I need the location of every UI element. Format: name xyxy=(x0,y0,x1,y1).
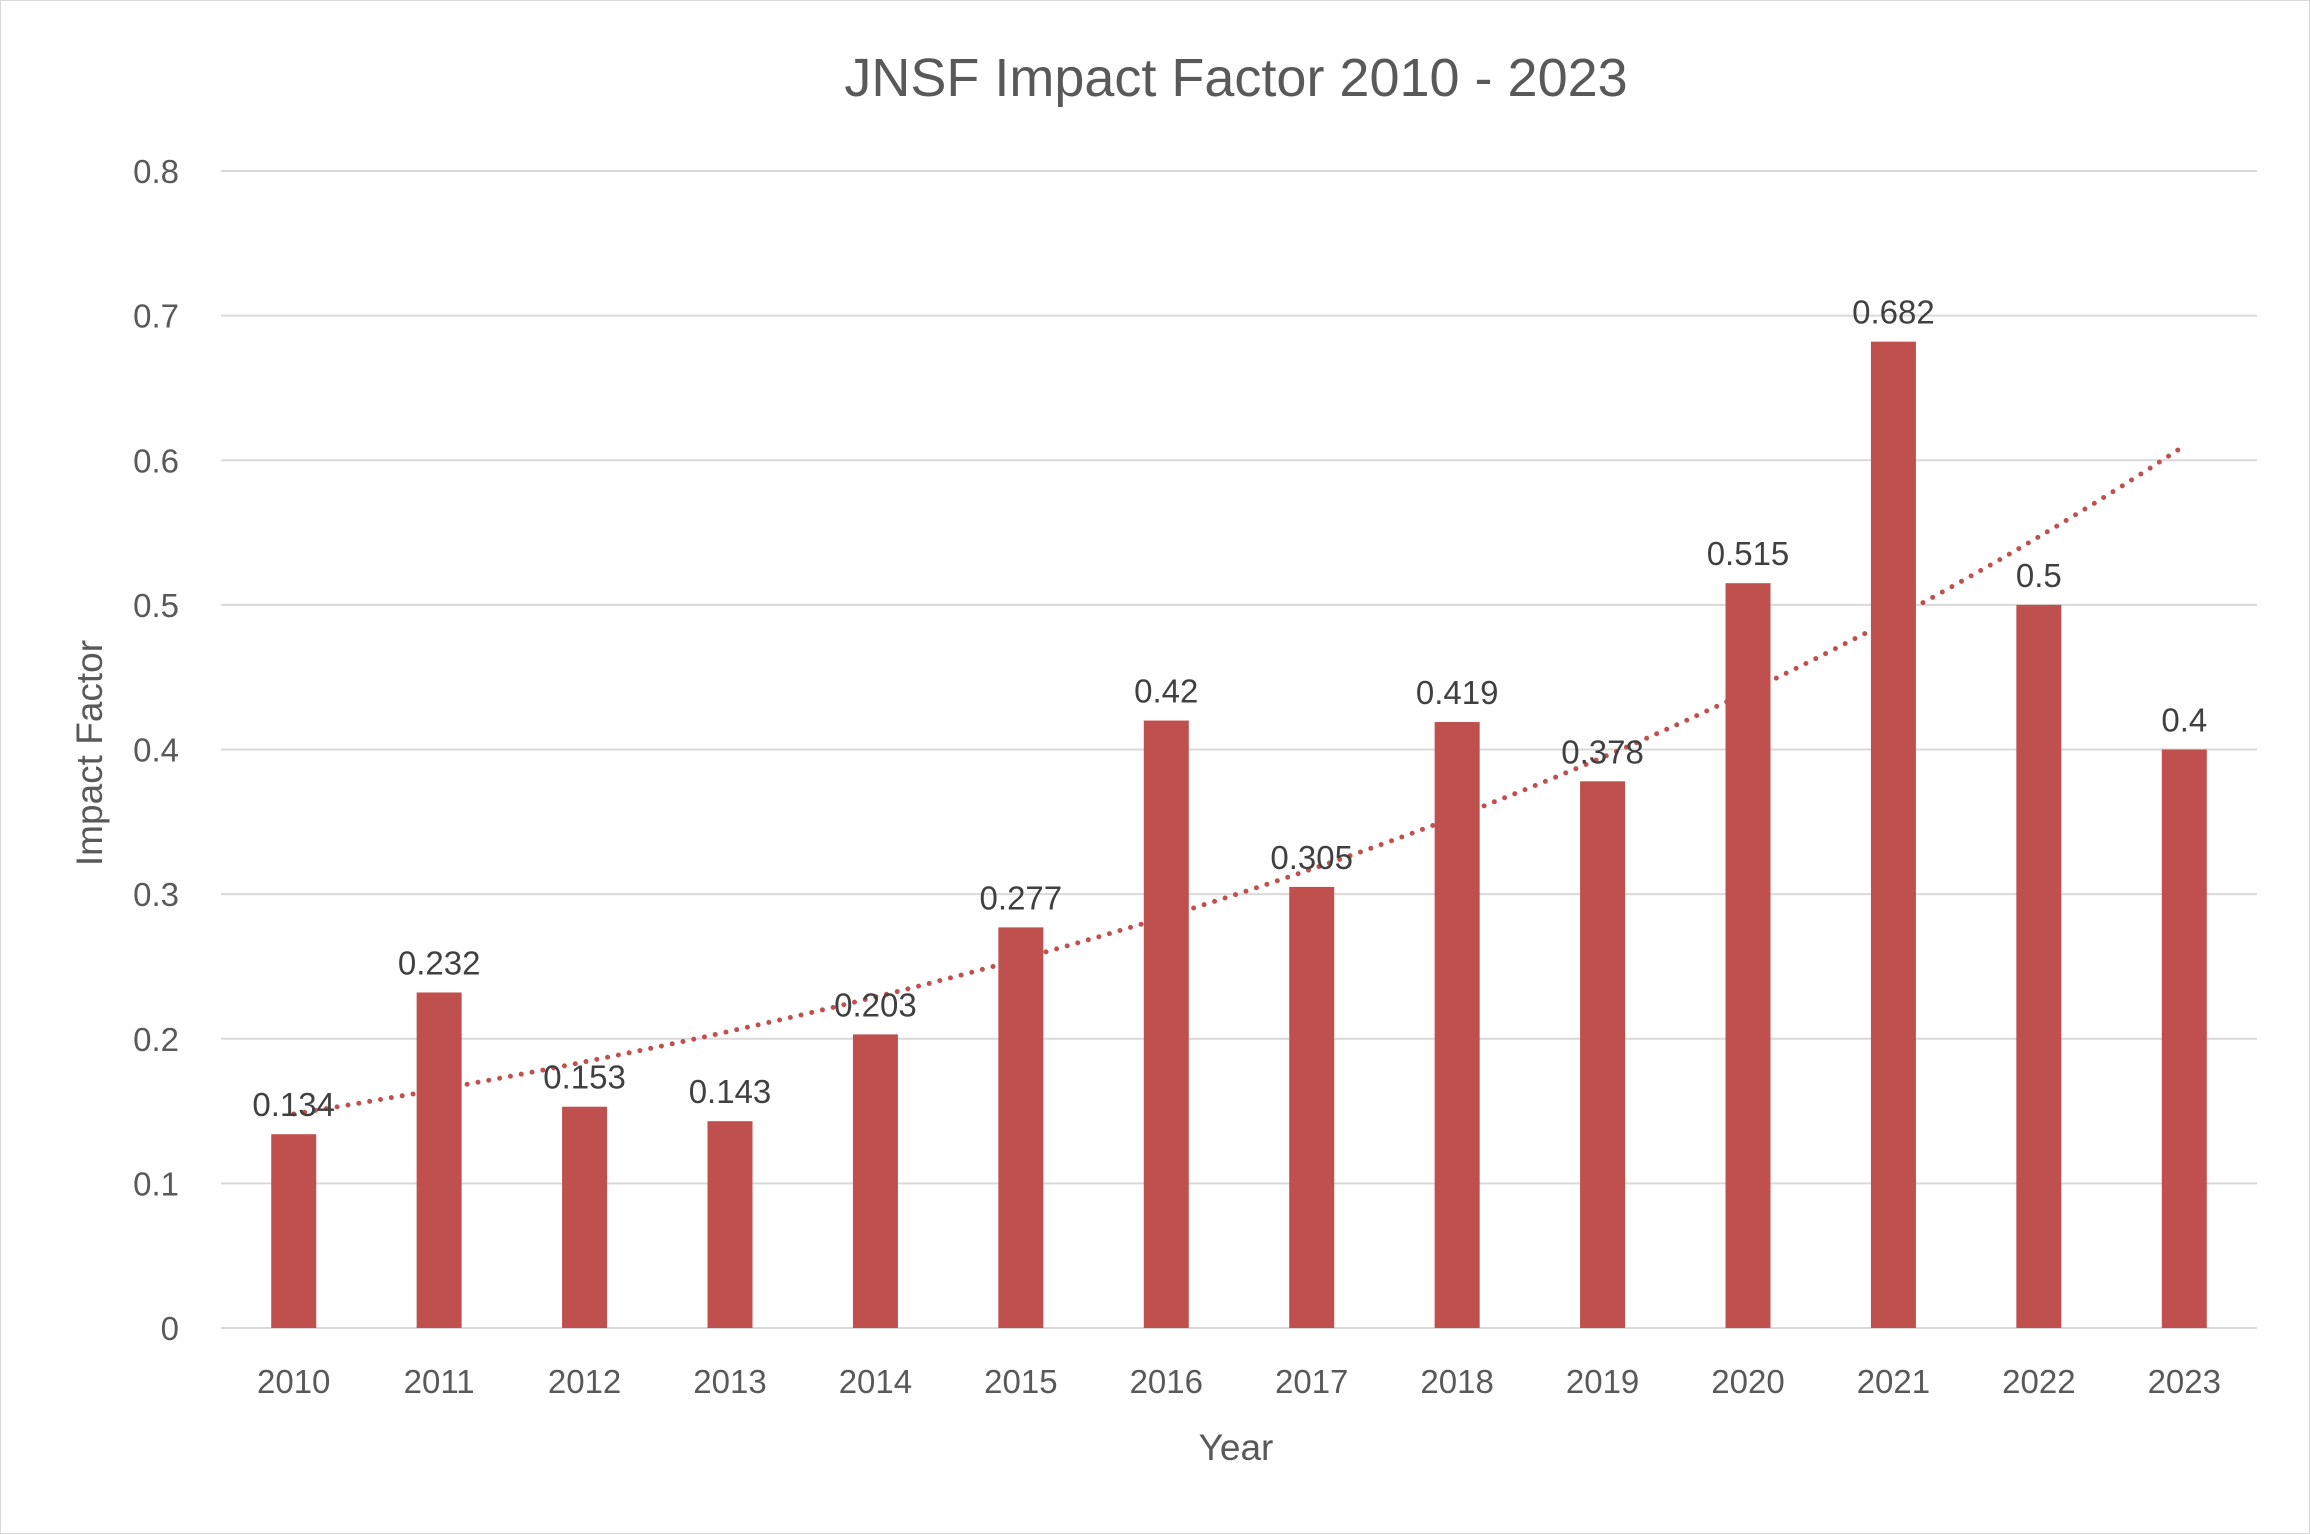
x-tick-label-2011: 2011 xyxy=(404,1363,475,1400)
bar-2015 xyxy=(998,927,1044,1328)
bar-2013 xyxy=(707,1121,753,1328)
data-label-2013: 0.143 xyxy=(689,1073,772,1110)
trendline-group xyxy=(291,443,2187,1117)
bar-2017 xyxy=(1289,886,1335,1328)
data-label-2012: 0.153 xyxy=(543,1059,626,1096)
x-axis-tick-labels: 2010 2011 2012 2013 2014 2015 2016 2017 2018 2019… xyxy=(257,1363,2221,1400)
x-tick-label-2023: 2023 xyxy=(2148,1363,2221,1400)
data-label-2016: 0.42 xyxy=(1134,673,1198,710)
x-tick-label-2016: 2016 xyxy=(1130,1363,1203,1400)
bar-2011 xyxy=(416,992,462,1328)
y-tick-label: 0.4 xyxy=(133,732,179,769)
x-tick-label-2013: 2013 xyxy=(693,1363,766,1400)
x-tick-label-2014: 2014 xyxy=(839,1363,912,1400)
data-label-2023: 0.4 xyxy=(2161,702,2207,739)
y-tick-label: 0.2 xyxy=(133,1021,179,1058)
data-label-2015: 0.277 xyxy=(980,879,1063,916)
x-axis-title: Year xyxy=(1199,1427,1274,1468)
y-tick-label: 0.7 xyxy=(133,298,179,335)
x-tick-label-2018: 2018 xyxy=(1420,1363,1493,1400)
trendline xyxy=(291,443,2187,1117)
y-tick-label: 0.8 xyxy=(133,153,179,190)
data-label-2022: 0.5 xyxy=(2016,557,2062,594)
bar-2020 xyxy=(1725,583,1771,1328)
data-label-2014: 0.203 xyxy=(834,986,917,1023)
x-tick-label-2021: 2021 xyxy=(1857,1363,1930,1400)
y-tick-label: 0.3 xyxy=(133,876,179,913)
bar-2010 xyxy=(271,1134,317,1328)
y-tick-label: 0.6 xyxy=(133,442,179,479)
data-label-2018: 0.419 xyxy=(1416,674,1499,711)
y-axis-title: Impact Factor xyxy=(69,640,110,866)
data-label-2020: 0.515 xyxy=(1707,535,1790,572)
gridlines xyxy=(221,170,2257,1329)
x-tick-label-2012: 2012 xyxy=(548,1363,621,1400)
x-tick-label-2020: 2020 xyxy=(1711,1363,1784,1400)
data-label-2010: 0.134 xyxy=(252,1086,335,1123)
y-tick-label: 0.1 xyxy=(133,1165,179,1202)
bar-2023 xyxy=(2161,749,2207,1328)
y-tick-label: 0.5 xyxy=(133,587,179,624)
bar-2022 xyxy=(2016,604,2062,1328)
bar-2014 xyxy=(852,1034,898,1328)
y-tick-label: 0 xyxy=(161,1310,179,1347)
bar-2018 xyxy=(1434,722,1480,1328)
bar-2012 xyxy=(562,1106,608,1328)
y-axis-tick-labels: 0 0.1 0.2 0.3 0.4 0.5 0.6 0.7 0.8 xyxy=(133,153,179,1347)
data-labels: 0.134 0.232 0.153 0.143 0.203 0.277 0.42 0.305 0… xyxy=(252,294,2207,1124)
data-label-2011: 0.232 xyxy=(398,944,481,981)
bar-2016 xyxy=(1143,720,1189,1328)
data-label-2021: 0.682 xyxy=(1852,294,1935,331)
bar-2021 xyxy=(1870,341,1916,1329)
bar-2019 xyxy=(1580,781,1626,1328)
x-tick-label-2017: 2017 xyxy=(1275,1363,1348,1400)
x-tick-label-2019: 2019 xyxy=(1566,1363,1639,1400)
data-label-2017: 0.305 xyxy=(1270,839,1353,876)
chart-title: JNSF Impact Factor 2010 - 2023 xyxy=(844,48,1627,108)
bars xyxy=(271,341,2207,1329)
data-label-2019: 0.378 xyxy=(1561,733,1644,770)
x-tick-label-2022: 2022 xyxy=(2002,1363,2075,1400)
x-tick-label-2015: 2015 xyxy=(984,1363,1057,1400)
x-tick-label-2010: 2010 xyxy=(257,1363,330,1400)
